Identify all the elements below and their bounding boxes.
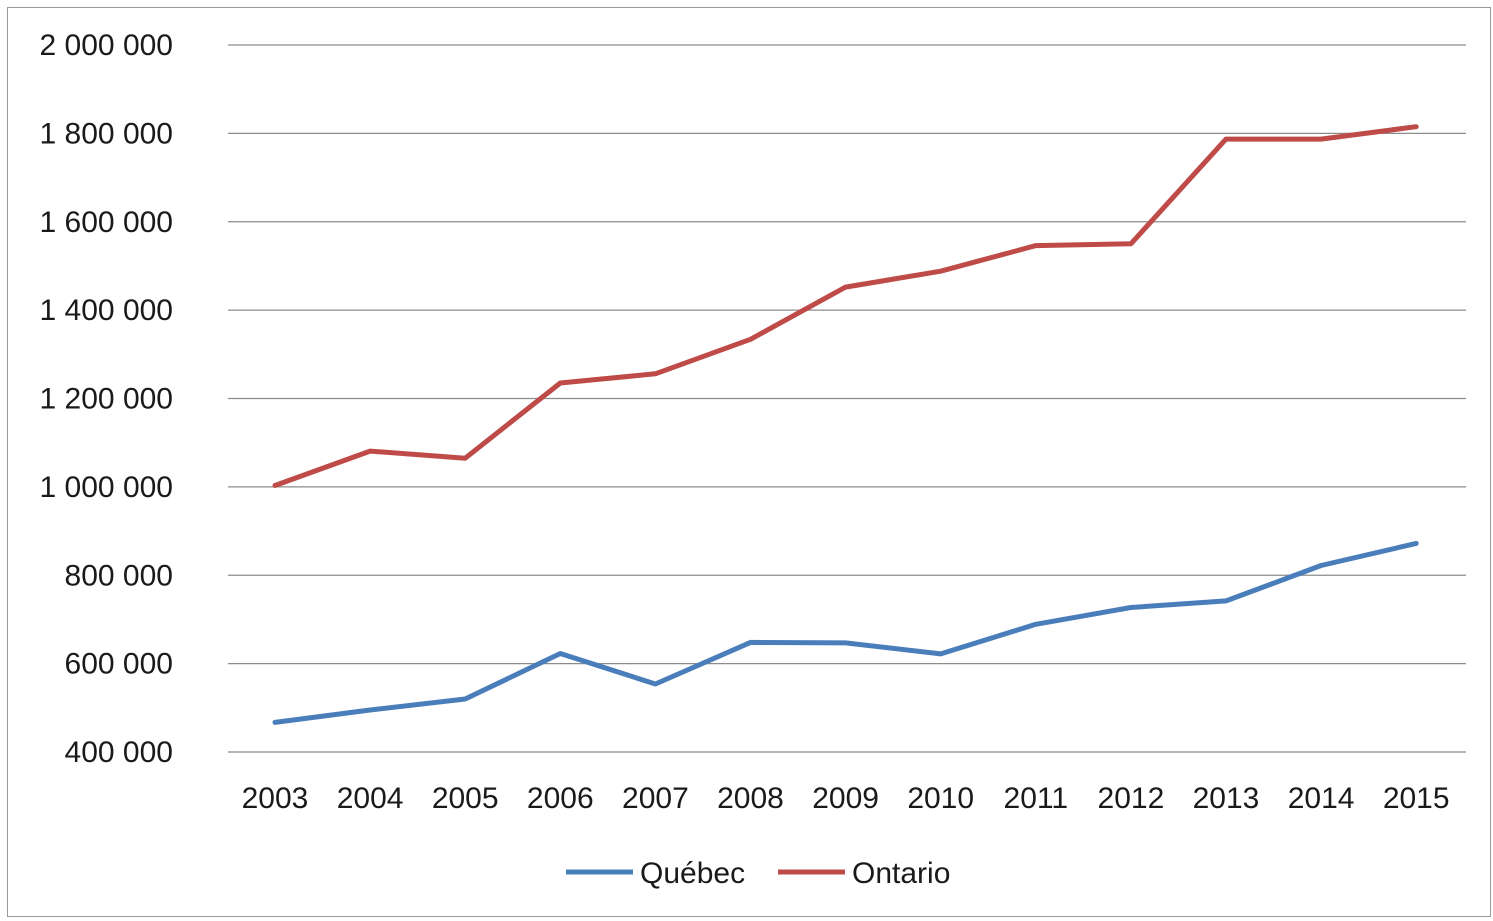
legend-label: Ontario bbox=[852, 857, 950, 890]
series-lines bbox=[272, 124, 1419, 725]
x-tick-label: 2003 bbox=[242, 782, 309, 815]
x-tick-label: 2013 bbox=[1193, 782, 1260, 815]
x-tick-label: 2011 bbox=[1004, 782, 1069, 815]
x-tick-label: 2012 bbox=[1098, 782, 1165, 815]
y-tick-label: 1 000 000 bbox=[40, 471, 173, 504]
chart-frame bbox=[7, 7, 1491, 917]
y-tick-label: 2 000 000 bbox=[40, 29, 173, 62]
x-tick-label: 2009 bbox=[812, 782, 879, 815]
x-axis-labels: 2003 2004 2005 2006 2007 2008 2009 2010 2011 2012… bbox=[242, 782, 1450, 815]
x-tick-label: 2004 bbox=[337, 782, 404, 815]
y-tick-label: 1 600 000 bbox=[40, 206, 173, 239]
x-tick-label: 2007 bbox=[622, 782, 689, 815]
series-line-quebec bbox=[272, 540, 1419, 725]
y-axis-labels: 400 000 600 000 800 000 1 000 000 1 200 000 1… bbox=[40, 29, 173, 769]
series-line-ontario bbox=[272, 124, 1419, 488]
legend: Québec Ontario bbox=[566, 857, 950, 890]
y-tick-label: 400 000 bbox=[65, 736, 173, 769]
y-tick-label: 1 200 000 bbox=[40, 383, 173, 416]
x-tick-label: 2005 bbox=[432, 782, 499, 815]
x-tick-label: 2015 bbox=[1383, 782, 1450, 815]
x-tick-label: 2008 bbox=[717, 782, 784, 815]
y-tick-label: 1 800 000 bbox=[40, 117, 173, 150]
x-tick-label: 2014 bbox=[1288, 782, 1355, 815]
x-tick-label: 2010 bbox=[907, 782, 974, 815]
legend-label: Québec bbox=[640, 857, 745, 890]
y-tick-label: 1 400 000 bbox=[40, 294, 173, 327]
gridlines bbox=[228, 44, 1466, 753]
y-tick-label: 800 000 bbox=[65, 559, 173, 592]
x-tick-label: 2006 bbox=[527, 782, 594, 815]
y-tick-label: 600 000 bbox=[65, 648, 173, 681]
